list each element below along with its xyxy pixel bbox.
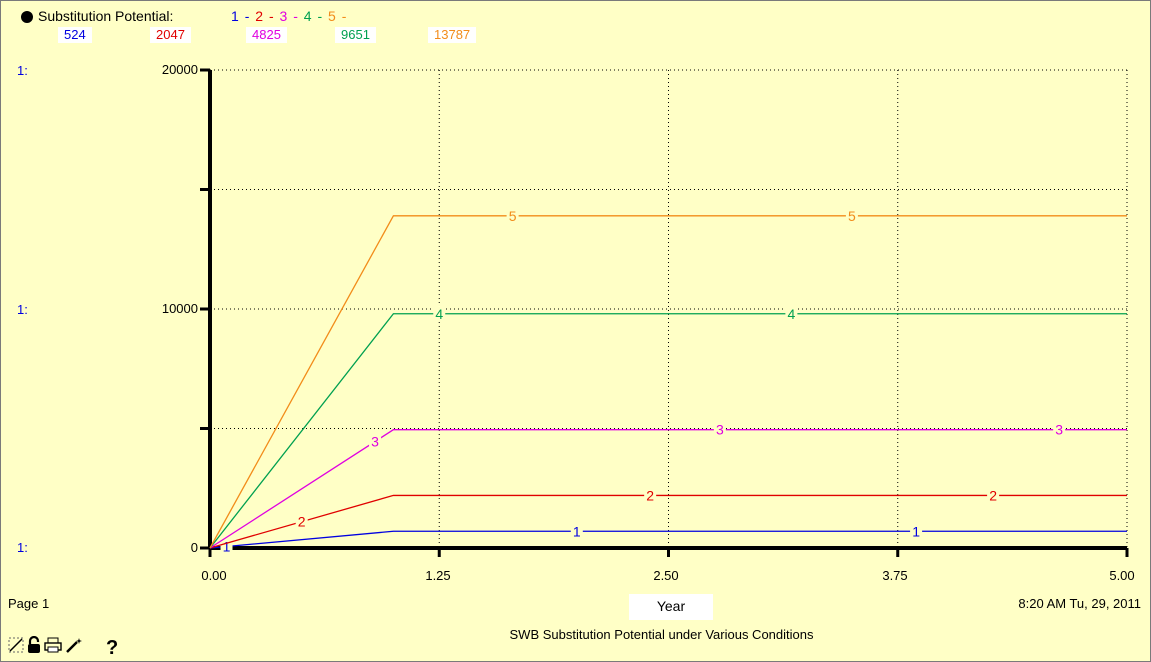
legend-seq-item: 1 (231, 8, 239, 24)
series-marker-4: 4 (787, 306, 795, 322)
series-marker-bg (845, 206, 858, 223)
x-tick-label: 1.25 (425, 568, 451, 583)
series-marker-1: 1 (912, 523, 920, 539)
toolbar: ? (8, 635, 119, 660)
x-tick-label: 2.50 (653, 568, 679, 583)
series-marker-bg (506, 206, 519, 223)
series-marker-bg (369, 432, 382, 449)
x-tick-label: 0.00 (201, 568, 227, 583)
magic-wand-icon[interactable] (65, 637, 83, 659)
series-marker-bg (295, 512, 308, 529)
series-marker-bg (910, 522, 923, 539)
current-value-5: 13787 (428, 27, 477, 43)
series-marker-bg (713, 420, 726, 437)
series-marker-bg (570, 522, 583, 539)
timestamp: 8:20 AM Tu, 29, 2011 (1018, 596, 1141, 611)
series-line-2 (209, 494, 1127, 549)
series-marker-3: 3 (716, 422, 724, 438)
current-value-3: 4825 (246, 27, 287, 43)
lock-icon[interactable] (27, 635, 41, 660)
series-marker-2: 2 (646, 487, 654, 503)
y-tick-label: 10000 (161, 301, 198, 316)
legend-seq-item: - (268, 8, 274, 24)
series-marker-4: 4 (435, 306, 443, 322)
series-line-5 (209, 215, 1127, 549)
legend-seq-item: - (317, 8, 323, 24)
series-marker-2: 2 (298, 514, 306, 530)
series-line-3 (209, 429, 1127, 549)
chart-title: SWB Substitution Potential under Various… (509, 627, 814, 642)
series-line-4 (209, 313, 1127, 549)
pin-icon[interactable] (8, 637, 24, 659)
series-marker-1: 1 (223, 538, 231, 554)
series-marker-bg (1053, 420, 1066, 437)
axis-prefix-top: 1: (17, 63, 28, 78)
legend-seq-item: 4 (303, 8, 312, 24)
series-marker-1: 1 (573, 523, 581, 539)
current-value-2: 2047 (150, 27, 191, 43)
series-marker-bg (785, 304, 798, 321)
legend-title: Substitution Potential: (38, 8, 174, 24)
series-marker-bg (987, 486, 1000, 503)
series-marker-3: 3 (1055, 422, 1063, 438)
y-tick-label: 0 (190, 540, 198, 555)
y-tick-label: 20000 (161, 62, 198, 77)
current-value-4: 9651 (335, 27, 376, 43)
help-icon[interactable]: ? (106, 637, 119, 659)
series-marker-2: 2 (989, 487, 997, 503)
x-axis-label: Year (629, 594, 713, 620)
legend-seq-item: - (341, 8, 347, 24)
current-value-1: 524 (58, 27, 92, 43)
series-line-1 (209, 530, 1127, 549)
legend-sequence: 1 - 2 - 3 - 4 - 5 - (230, 8, 347, 24)
page-label[interactable]: Page 1 (8, 596, 50, 611)
axis-prefix-bottom: 1: (17, 540, 28, 555)
legend-seq-item: 3 (279, 8, 288, 24)
series-marker-5: 5 (848, 208, 856, 224)
x-tick-label: 3.75 (882, 568, 908, 583)
series-marker-bg (220, 537, 233, 554)
x-tick-label: 5.00 (1109, 568, 1135, 583)
legend-seq-item: 5 (328, 8, 336, 24)
series-marker-bg (644, 486, 657, 503)
axis-prefix-middle: 1: (17, 302, 28, 317)
print-icon[interactable] (44, 637, 62, 659)
graph-pad-icon[interactable] (21, 11, 33, 23)
series-marker-5: 5 (509, 208, 517, 224)
legend-seq-item: - (293, 8, 298, 24)
legend-seq-item: - (244, 8, 250, 24)
legend-seq-item: 2 (255, 8, 264, 24)
series-marker-bg (433, 304, 446, 321)
series-marker-3: 3 (371, 434, 379, 450)
